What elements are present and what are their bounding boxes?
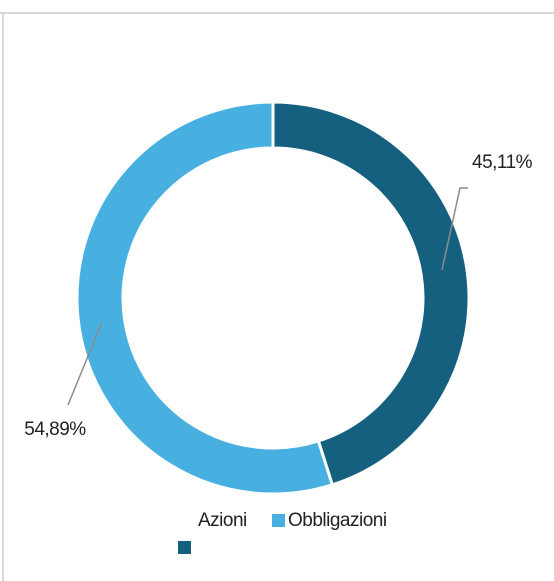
legend-label: Obbligazioni	[288, 510, 387, 531]
data-label: 54,89%	[24, 419, 86, 440]
legend-marker	[272, 514, 285, 527]
data-label: 45,11%	[472, 152, 533, 173]
leader-line	[441, 187, 468, 271]
donut-slice	[271, 100, 471, 487]
legend-label: Azioni	[198, 510, 247, 531]
legend-marker	[178, 541, 191, 554]
leader-line	[67, 321, 103, 406]
donut-slice	[75, 100, 335, 496]
